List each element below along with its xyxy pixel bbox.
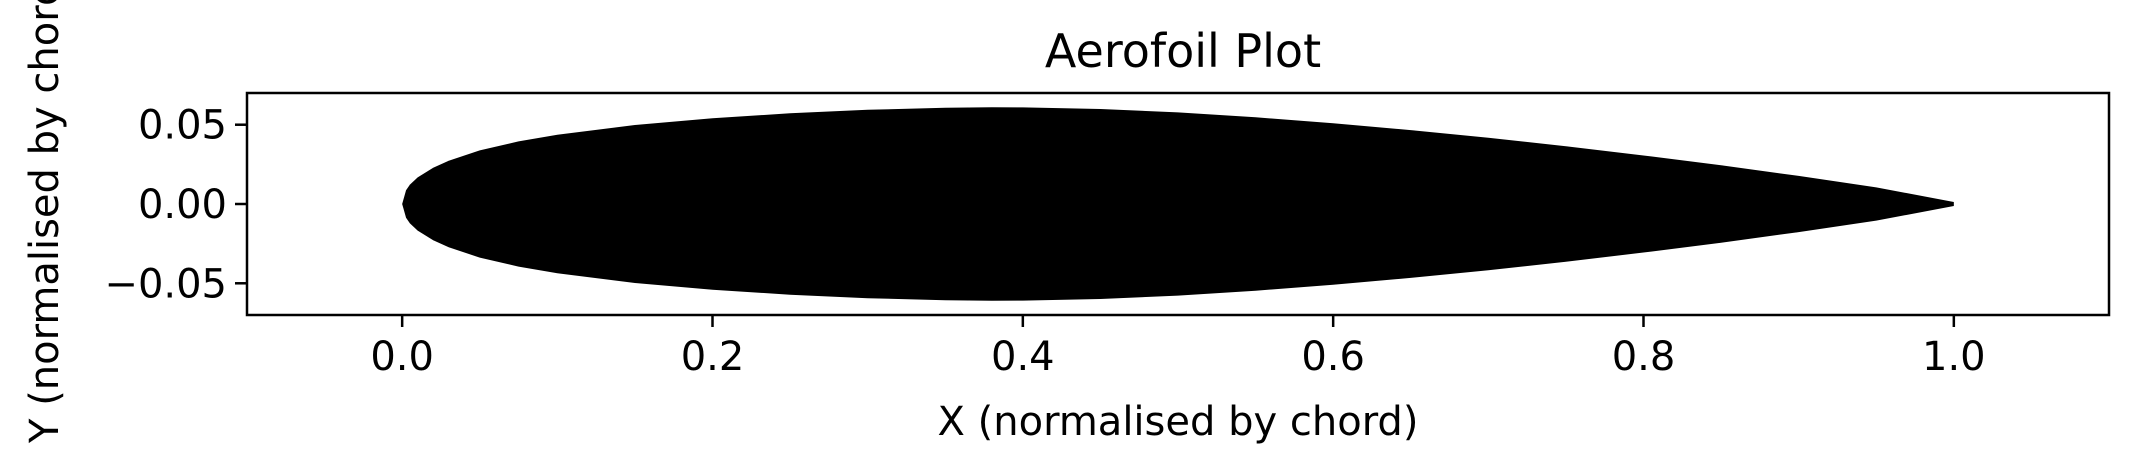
x-tick-label: 0.4 (991, 334, 1055, 380)
x-tick-label: 0.2 (681, 334, 745, 380)
x-axis-label: X (normalised by chord) (938, 399, 1419, 445)
x-tick-label: 0.6 (1301, 334, 1365, 380)
chart-title: Aerofoil Plot (1045, 24, 1321, 78)
x-tick-label: 0.8 (1612, 334, 1676, 380)
y-axis-ticks: 0.05 0.00 −0.05 (104, 103, 247, 307)
x-tick-label: 0.0 (370, 334, 434, 380)
plot-area (402, 107, 1954, 301)
y-axis-label: Y (normalised by chord) (22, 0, 68, 444)
y-tick-label: 0.05 (138, 103, 227, 149)
aerofoil-shape (402, 107, 1954, 301)
x-axis-ticks: 0.0 0.2 0.4 0.6 0.8 1.0 (370, 315, 1986, 380)
y-tick-label: −0.05 (104, 261, 227, 307)
x-tick-label: 1.0 (1922, 334, 1986, 380)
y-tick-label: 0.00 (138, 182, 227, 228)
